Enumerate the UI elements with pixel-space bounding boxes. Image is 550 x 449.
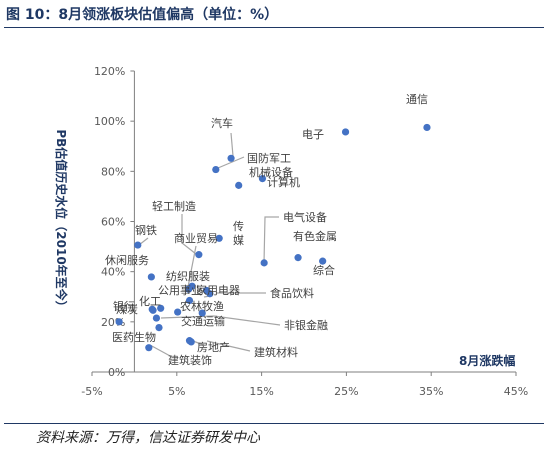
data-point: [198, 309, 206, 317]
data-point: [195, 251, 203, 259]
leader-line: [149, 344, 173, 358]
leader-line: [230, 132, 234, 157]
point-label: 有色金属: [293, 229, 337, 243]
data-point: [185, 296, 194, 305]
data-point: [157, 304, 165, 312]
x-tick-label: 45%: [504, 385, 528, 398]
leader-lines-layer: [138, 132, 281, 358]
point-label: 电子: [302, 128, 324, 141]
point-label: 煤炭: [116, 303, 138, 316]
x-tick-label: 5%: [168, 385, 185, 398]
point-label: 农林牧渔: [180, 299, 224, 313]
point-label: 非银金融: [284, 318, 328, 332]
data-point: [174, 308, 182, 316]
leader-line: [160, 315, 281, 326]
y-tick-label: 100%: [94, 115, 125, 128]
point-label: 公用事业: [158, 284, 202, 297]
data-point: [155, 324, 163, 332]
leader-line: [187, 245, 197, 288]
point-label: 建筑材料: [254, 345, 298, 359]
y-axis-title: PB估值历史水位（2010年至今）: [54, 129, 69, 312]
data-point: [149, 306, 157, 314]
point-label: 轻工制造: [152, 199, 196, 213]
y-tick-label: 40%: [101, 266, 125, 279]
point-label: 纺织服装: [166, 269, 210, 283]
point-label: 电气设备: [283, 210, 327, 224]
y-tick-label: 120%: [94, 65, 125, 78]
title-underline: [4, 27, 544, 28]
point-label: 医药生物: [112, 330, 156, 344]
x-axis-title: 8月涨跌幅: [459, 353, 515, 368]
point-label: 商业贸易: [174, 231, 218, 245]
point-label: 食品饮料: [270, 286, 314, 300]
data-point: [152, 314, 161, 322]
point-label: 通信: [406, 93, 428, 106]
data-point: [187, 338, 195, 346]
leader-line: [263, 216, 279, 264]
data-point: [294, 254, 302, 262]
point-label: 计算机: [267, 175, 300, 189]
point-label: 建筑装饰: [168, 353, 212, 367]
data-point: [227, 154, 235, 162]
data-point: [423, 123, 431, 132]
data-point: [145, 344, 153, 352]
point-label: 家用电器: [196, 283, 240, 297]
data-point: [147, 273, 155, 281]
x-tick-label: 15%: [249, 385, 273, 398]
x-tick-label: 35%: [419, 385, 443, 398]
data-point: [260, 259, 268, 267]
data-point: [212, 165, 220, 174]
point-label: 化工: [139, 294, 161, 308]
point-label: 传: [233, 220, 244, 233]
data-point: [215, 234, 223, 242]
point-label: 钢铁: [135, 224, 157, 237]
source-divider: [4, 423, 544, 424]
axes-layer: 0%20%40%60%80%100%120%-5% 5% 15% 25% 35% 45%: [81, 65, 528, 398]
data-point: [202, 286, 211, 295]
leader-line: [181, 214, 197, 255]
point-label: 国防军工: [247, 151, 291, 165]
data-point: [115, 318, 123, 326]
data-point: [319, 257, 327, 265]
scatter-chart: 0%20%40%60%80%100%120%-5% 5% 15% 25% 35% 45% …: [54, 65, 528, 398]
point-label: 房地产: [197, 340, 230, 354]
point-label: 银行: [113, 299, 135, 313]
data-point: [258, 175, 267, 183]
point-label: 交通运输: [181, 314, 225, 328]
source-note: 资料来源：万得，信达证券研发中心: [36, 430, 260, 446]
leader-line: [217, 156, 245, 169]
point-label: 机械设备: [249, 165, 293, 179]
point-label: 汽车: [211, 116, 233, 130]
y-tick-label: 80%: [101, 165, 125, 178]
point-label: 休闲服务: [105, 253, 149, 267]
data-point: [235, 181, 243, 189]
x-tick-label: 25%: [334, 385, 358, 398]
leader-line: [206, 340, 251, 352]
x-tick-label: -5%: [81, 385, 102, 398]
points-layer: [115, 123, 431, 352]
y-tick-label: 60%: [101, 216, 125, 229]
y-tick-label: 0%: [108, 366, 125, 379]
data-point: [134, 241, 142, 249]
figure-title: 图 10：8月领涨板块估值偏高（单位：%）: [6, 7, 279, 23]
point-label: 综合: [313, 263, 335, 277]
point-label: 媒: [233, 234, 244, 247]
data-point: [341, 128, 350, 136]
data-point: [188, 282, 196, 290]
